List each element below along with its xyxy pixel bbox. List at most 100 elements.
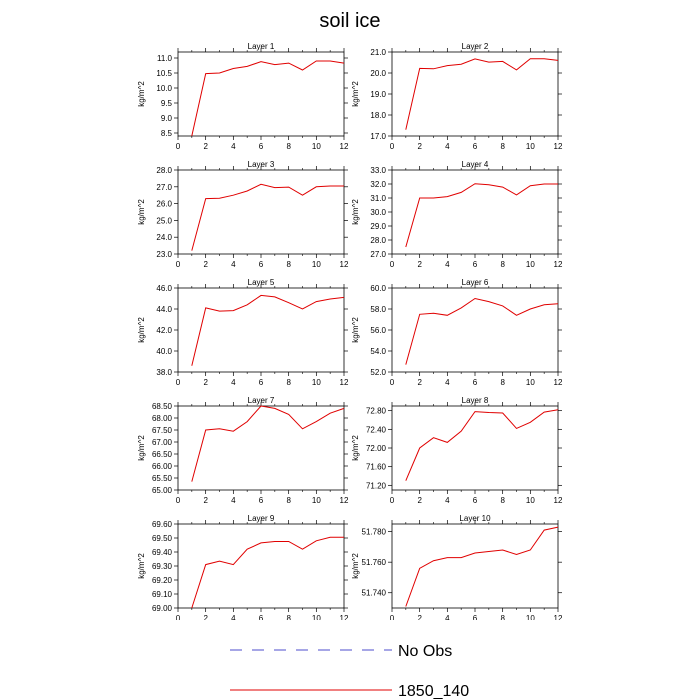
y-tick-label: 65.50: [152, 474, 173, 483]
y-tick-label: 51.740: [362, 589, 387, 598]
y-tick-label: 54.0: [370, 347, 386, 356]
figure-title: soil ice: [319, 10, 381, 32]
x-tick-label: 12: [340, 614, 349, 620]
x-tick-label: 8: [286, 260, 291, 269]
x-tick-label: 2: [203, 378, 208, 387]
y-tick-label: 72.00: [366, 444, 387, 453]
y-tick-label: 71.60: [366, 463, 387, 472]
y-tick-label: 24.0: [156, 233, 172, 242]
panel-title: Layer 5: [248, 278, 275, 287]
x-tick-label: 4: [445, 142, 450, 151]
y-tick-label: 26.0: [156, 200, 172, 209]
y-tick-label: 21.0: [370, 48, 386, 57]
series-line: [405, 297, 559, 365]
x-tick-label: 4: [231, 614, 236, 620]
x-tick-label: 0: [390, 260, 395, 269]
plot-frame: [391, 405, 559, 491]
y-tick-label: 9.5: [161, 99, 173, 108]
layer-panel: Layer 2 0 2 4 6 8 10 12 17.0 18.0 19.0 20.0 21.0 kg/m…: [351, 42, 563, 151]
y-tick-label: 28.0: [156, 166, 172, 175]
y-tick-label: 69.10: [152, 590, 173, 599]
y-axis-label: kg/m^2: [137, 317, 146, 343]
x-tick-label: 10: [526, 260, 535, 269]
x-tick-label: 4: [231, 378, 236, 387]
layer-panel: Layer 10 0 2 4 6 8 10 12 51.740 51.760 51.780 kg/m^…: [351, 514, 563, 620]
x-tick-label: 6: [473, 614, 478, 620]
legend-entry: 1850_140: [230, 683, 469, 700]
y-tick-label: 10.5: [156, 69, 172, 78]
x-tick-label: 8: [500, 378, 505, 387]
y-tick-label: 23.0: [156, 250, 172, 259]
x-tick-label: 2: [203, 614, 208, 620]
x-tick-label: 2: [203, 142, 208, 151]
y-axis-label: kg/m^2: [351, 199, 360, 225]
x-tick-label: 6: [473, 378, 478, 387]
panel-title: Layer 4: [462, 160, 489, 169]
x-tick-label: 10: [312, 614, 321, 620]
y-tick-label: 11.0: [157, 54, 173, 63]
x-tick-label: 10: [526, 142, 535, 151]
x-tick-label: 12: [554, 496, 563, 505]
panel-title: Layer 1: [248, 42, 275, 51]
x-tick-label: 12: [340, 378, 349, 387]
x-tick-label: 8: [286, 496, 291, 505]
series-line: [191, 183, 344, 251]
plot-frame: [177, 51, 345, 137]
x-tick-label: 2: [417, 496, 422, 505]
y-tick-label: 38.0: [156, 368, 172, 377]
panel-title: Layer 7: [248, 396, 275, 405]
series-line: [405, 409, 559, 481]
panel-title: Layer 8: [462, 396, 489, 405]
x-tick-label: 4: [445, 496, 450, 505]
x-tick-label: 10: [526, 614, 535, 620]
x-tick-label: 0: [390, 142, 395, 151]
plot-frame: [177, 523, 345, 609]
layer-panel: Layer 1 0 2 4 6 8 10 12 8.5 9.0 9.5 10.0 10.5 11.0 kg/…: [137, 42, 349, 151]
y-tick-label: 42.0: [156, 326, 172, 335]
y-tick-label: 68.00: [152, 414, 173, 423]
y-tick-label: 18.0: [370, 111, 386, 120]
x-tick-label: 0: [176, 614, 181, 620]
x-tick-label: 10: [312, 260, 321, 269]
y-axis-label: kg/m^2: [351, 435, 360, 461]
y-axis-label: kg/m^2: [137, 81, 146, 107]
y-tick-label: 10.0: [156, 84, 172, 93]
y-tick-label: 52.0: [370, 368, 386, 377]
y-tick-label: 27.0: [156, 183, 172, 192]
layer-panel: Layer 3 0 2 4 6 8 10 12 23.0 24.0 25.0 26.0 27.0 28.0…: [137, 160, 349, 269]
x-tick-label: 2: [203, 260, 208, 269]
x-tick-label: 0: [176, 496, 181, 505]
x-tick-label: 4: [445, 260, 450, 269]
y-tick-label: 72.80: [366, 407, 387, 416]
layer-panel: Layer 6 0 2 4 6 8 10 12 52.0 54.0 56.0 58.0 60.0 kg/m…: [351, 278, 563, 387]
x-tick-label: 10: [312, 378, 321, 387]
y-tick-label: 66.50: [152, 450, 173, 459]
y-axis-label: kg/m^2: [137, 435, 146, 461]
y-tick-label: 69.30: [152, 562, 173, 571]
x-tick-label: 2: [417, 260, 422, 269]
y-tick-label: 31.0: [370, 194, 386, 203]
y-tick-label: 9.0: [161, 114, 173, 123]
panel-title: Layer 3: [248, 160, 275, 169]
x-tick-label: 8: [286, 142, 291, 151]
x-tick-label: 6: [259, 142, 264, 151]
x-tick-label: 12: [340, 142, 349, 151]
y-tick-label: 51.760: [362, 558, 387, 567]
y-tick-label: 68.50: [152, 402, 173, 411]
legend-entry: No Obs: [230, 643, 452, 660]
plot-frame: [391, 169, 559, 255]
y-tick-label: 32.0: [370, 180, 386, 189]
y-tick-label: 69.60: [152, 520, 173, 529]
y-tick-label: 30.0: [370, 208, 386, 217]
y-axis-label: kg/m^2: [137, 199, 146, 225]
y-tick-label: 46.0: [156, 284, 172, 293]
y-tick-label: 51.780: [362, 528, 387, 537]
x-tick-label: 2: [417, 142, 422, 151]
x-tick-label: 2: [417, 378, 422, 387]
y-tick-label: 20.0: [370, 69, 386, 78]
layer-panel: Layer 8 0 2 4 6 8 10 12 71.20 71.60 72.00 72.40 72.8…: [351, 396, 563, 505]
x-tick-label: 4: [231, 260, 236, 269]
legend-label: 1850_140: [398, 683, 469, 700]
x-tick-label: 8: [286, 378, 291, 387]
